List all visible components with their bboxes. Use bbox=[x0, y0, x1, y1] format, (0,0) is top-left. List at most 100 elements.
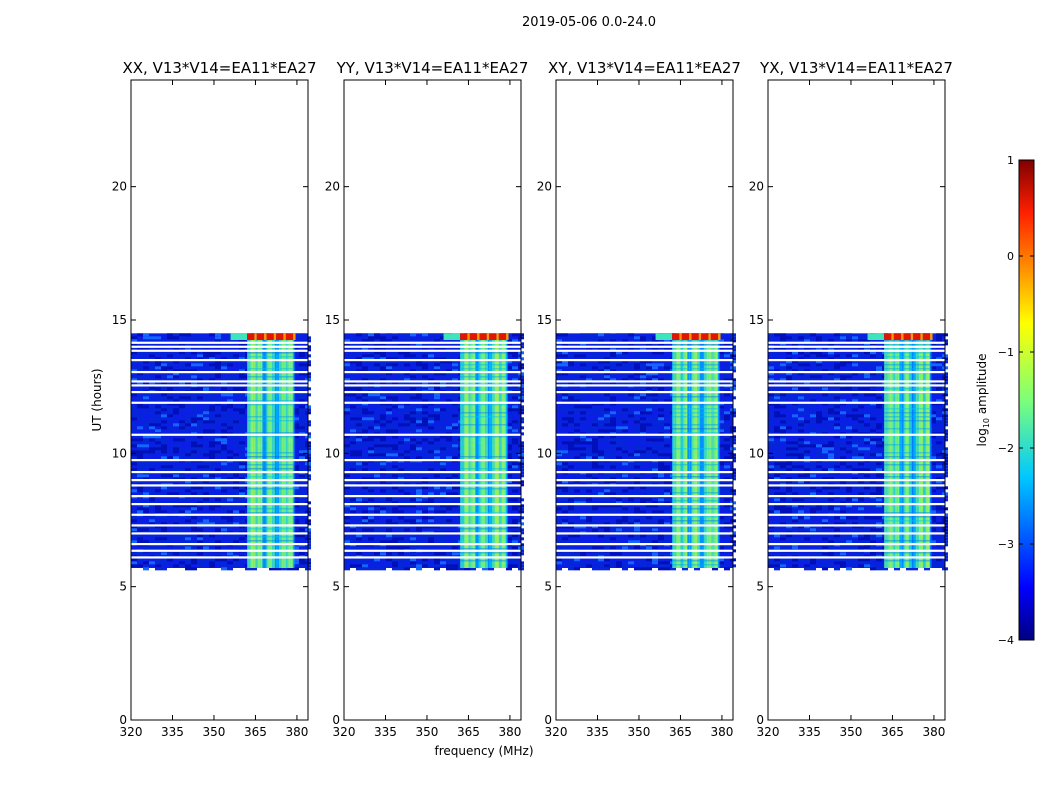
noise-cell bbox=[191, 444, 197, 448]
noise-cell bbox=[452, 369, 458, 373]
noise-cell bbox=[568, 360, 574, 364]
noise-cell bbox=[434, 507, 440, 511]
noise-cell bbox=[616, 366, 622, 370]
noise-cell bbox=[131, 393, 137, 397]
noise-cell bbox=[137, 360, 143, 364]
noise-cell bbox=[356, 507, 362, 511]
noise-cell bbox=[362, 438, 368, 442]
noise-cell bbox=[239, 429, 245, 433]
rfi-column bbox=[500, 340, 502, 568]
noise-cell bbox=[598, 558, 604, 562]
noise-cell bbox=[398, 489, 404, 493]
noise-cell bbox=[718, 561, 724, 565]
noise-cell bbox=[143, 564, 149, 568]
noise-cell bbox=[161, 381, 167, 385]
noise-cell bbox=[173, 411, 179, 415]
noise-cell bbox=[233, 516, 239, 520]
noise-cell bbox=[718, 447, 724, 451]
noise-cell bbox=[167, 396, 173, 400]
noise-cell bbox=[203, 489, 209, 493]
noise-cell bbox=[664, 489, 670, 493]
noise-cell bbox=[221, 366, 227, 370]
noise-cell bbox=[604, 408, 610, 412]
noise-cell bbox=[344, 387, 350, 391]
noise-cell bbox=[374, 510, 380, 514]
noise-cell bbox=[344, 501, 350, 505]
noise-cell bbox=[392, 354, 398, 358]
noise-cell bbox=[386, 522, 392, 526]
noise-cell bbox=[137, 387, 143, 391]
noise-cell bbox=[173, 423, 179, 427]
noise-cell bbox=[173, 396, 179, 400]
noise-cell bbox=[131, 510, 137, 514]
noise-cell bbox=[374, 429, 380, 433]
noise-cell bbox=[658, 453, 664, 457]
rfi-column bbox=[267, 340, 270, 568]
noise-cell bbox=[724, 486, 730, 490]
noise-cell bbox=[652, 489, 658, 493]
noise-cell bbox=[646, 363, 652, 367]
noise-cell bbox=[350, 450, 356, 454]
noise-cell bbox=[203, 387, 209, 391]
noise-cell bbox=[191, 528, 197, 532]
noise-cell bbox=[640, 396, 646, 400]
noise-cell bbox=[410, 414, 416, 418]
noise-cell bbox=[640, 489, 646, 493]
noise-cell bbox=[640, 534, 646, 538]
noise-cell bbox=[398, 369, 404, 373]
noise-cell bbox=[512, 489, 518, 493]
noise-cell bbox=[299, 558, 305, 562]
noise-cell bbox=[221, 381, 227, 385]
noise-cell bbox=[149, 462, 155, 466]
noise-cell bbox=[586, 564, 592, 568]
noise-cell bbox=[239, 477, 245, 481]
noise-cell bbox=[161, 375, 167, 379]
noise-cell bbox=[446, 522, 452, 526]
noise-cell bbox=[640, 360, 646, 364]
noise-cell bbox=[221, 411, 227, 415]
noise-cell bbox=[634, 528, 640, 532]
noise-cell bbox=[386, 441, 392, 445]
noise-cell bbox=[197, 363, 203, 367]
noise-cell bbox=[356, 420, 362, 424]
noise-cell bbox=[398, 525, 404, 529]
noise-cell bbox=[155, 492, 161, 496]
noise-cell bbox=[215, 339, 221, 343]
noise-cell bbox=[682, 567, 688, 571]
noise-cell bbox=[356, 408, 362, 412]
rfi-speckle bbox=[672, 564, 720, 566]
noise-cell bbox=[209, 504, 215, 508]
noise-cell bbox=[446, 474, 452, 478]
noise-cell bbox=[362, 423, 368, 427]
noise-cell bbox=[227, 363, 233, 367]
noise-cell bbox=[604, 354, 610, 358]
noise-cell bbox=[574, 468, 580, 472]
noise-cell bbox=[368, 519, 374, 523]
noise-cell bbox=[664, 339, 670, 343]
noise-cell bbox=[622, 528, 628, 532]
noise-cell bbox=[203, 450, 209, 454]
noise-cell bbox=[149, 498, 155, 502]
noise-cell bbox=[155, 561, 161, 565]
noise-cell bbox=[203, 546, 209, 550]
noise-cell bbox=[362, 525, 368, 529]
noise-cell bbox=[386, 558, 392, 562]
noise-cell bbox=[452, 477, 458, 481]
rfi-speckle bbox=[247, 400, 295, 402]
noise-cell bbox=[634, 474, 640, 478]
noise-cell bbox=[167, 516, 173, 520]
noise-cell bbox=[428, 516, 434, 520]
noise-cell bbox=[173, 369, 179, 373]
noise-cell bbox=[299, 429, 305, 433]
noise-cell bbox=[227, 504, 233, 508]
noise-cell bbox=[221, 510, 227, 514]
noise-cell bbox=[628, 363, 634, 367]
noise-cell bbox=[173, 564, 179, 568]
noise-cell bbox=[646, 441, 652, 445]
noise-cell bbox=[556, 450, 562, 454]
noise-cell bbox=[215, 408, 221, 412]
noise-cell bbox=[718, 420, 724, 424]
rfi-column bbox=[702, 340, 705, 568]
noise-cell bbox=[344, 561, 350, 565]
noise-cell bbox=[562, 408, 568, 412]
